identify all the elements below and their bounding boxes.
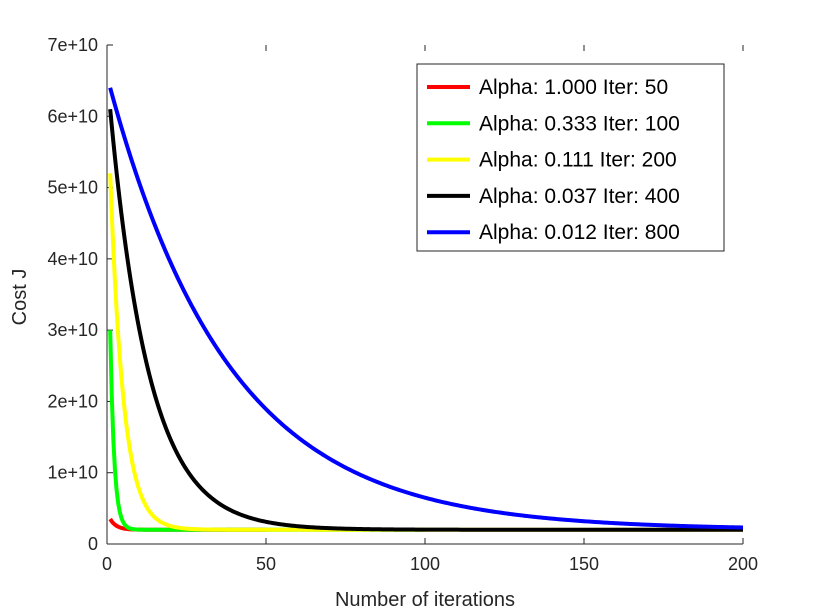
y-tick-label: 2e+10 — [47, 391, 98, 411]
x-tick-label: 50 — [256, 554, 276, 574]
y-tick-label: 6e+10 — [47, 106, 98, 126]
legend-label-5: Alpha: 0.012 Iter: 800 — [479, 221, 680, 244]
y-tick-label: 7e+10 — [47, 35, 98, 55]
x-tick-label: 150 — [569, 554, 599, 574]
x-tick-label: 200 — [728, 554, 758, 574]
legend-label-3: Alpha: 0.111 Iter: 200 — [479, 149, 677, 172]
legend-label-4: Alpha: 0.037 Iter: 400 — [479, 185, 680, 208]
y-tick-label: 1e+10 — [47, 463, 98, 483]
series-lines — [108, 87, 744, 532]
x-ticks: 0 50 100 150 200 — [102, 45, 758, 574]
series-line-2 — [108, 330, 426, 532]
legend-label-2: Alpha: 0.333 Iter: 100 — [479, 112, 680, 135]
y-tick-label: 5e+10 — [47, 178, 98, 198]
legend-label-1: Alpha: 1.000 Iter: 50 — [479, 76, 668, 99]
y-tick-label: 4e+10 — [47, 249, 98, 269]
x-axis-label: Number of iterations — [335, 589, 515, 611]
x-tick-label: 100 — [410, 554, 440, 574]
y-tick-label: 0 — [88, 534, 98, 554]
y-ticks: 0 1e+10 2e+10 3e+10 4e+10 5e+10 6e+10 7e+10 — [47, 35, 113, 554]
y-axis-label: Cost J — [9, 269, 31, 326]
y-tick-label: 3e+10 — [47, 320, 98, 340]
series-line-4 — [108, 108, 744, 532]
x-tick-label: 0 — [102, 554, 112, 574]
legend-box — [416, 63, 725, 252]
series-line-5 — [108, 87, 744, 530]
legend: Alpha: 1.000 Iter: 50 Alpha: 0.333 Iter: … — [416, 63, 725, 252]
